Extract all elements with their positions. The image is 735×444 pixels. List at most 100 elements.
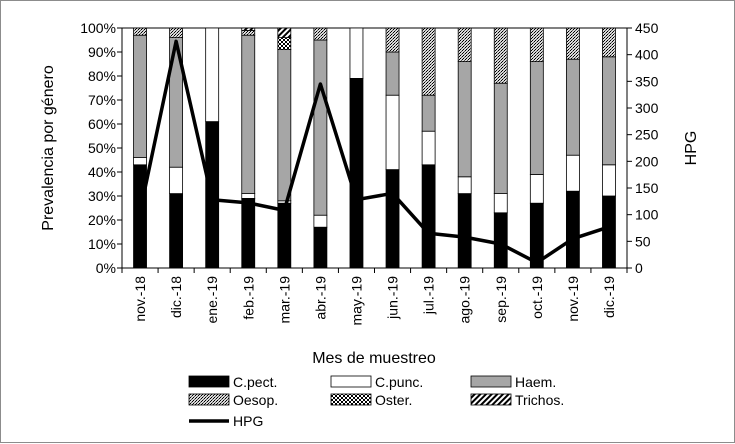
bar-haem-9	[457, 61, 472, 178]
bar-trichos-4	[277, 27, 292, 39]
bar-cpect-13	[602, 195, 616, 269]
bars-layer	[133, 27, 616, 269]
y2-tick-label: 0	[635, 260, 643, 276]
y2-tick-label: 300	[635, 100, 659, 116]
bar-oesop-12	[565, 27, 580, 60]
y-tick-label: 10%	[88, 236, 116, 252]
y-tick-label: 70%	[88, 92, 116, 108]
bar-cpunc-11	[529, 173, 544, 204]
y-tick-label: 80%	[88, 68, 116, 84]
bar-cpect-9	[457, 193, 472, 269]
bar-cpect-1	[169, 193, 184, 269]
legend-label: HPG	[233, 413, 263, 429]
y2-tick-label: 450	[635, 20, 659, 36]
y2-axis-title: HPG	[683, 131, 700, 166]
bar-cpect-7	[385, 169, 400, 269]
bar-oesop-11	[529, 27, 544, 62]
bar-haem-4	[277, 49, 292, 202]
legend-label: Trichos.	[515, 392, 564, 408]
bar-cpunc-13	[602, 164, 616, 197]
bar-oesop-1	[169, 27, 184, 39]
y-tick-label: 0%	[96, 260, 116, 276]
bar-cpunc-1	[169, 166, 184, 194]
bar-cpunc-2	[205, 27, 220, 122]
y2-tick-label: 150	[635, 180, 659, 196]
x-tick-label: feb.-19	[240, 276, 256, 320]
bar-oesop-3	[241, 29, 256, 36]
bar-cpunc-0	[133, 157, 147, 166]
legend-swatch	[188, 375, 230, 388]
hpg-line-layer	[138, 39, 610, 265]
x-tick-label: jul.-19	[421, 276, 437, 315]
legend-swatch	[188, 393, 230, 406]
bar-cpunc-6	[349, 27, 364, 79]
bar-haem-12	[565, 58, 580, 156]
axes-layer: 0% 10% 20% 30% 40% 50% 60% 70% 80% 90% 100% 0 50 100 1…	[80, 20, 658, 326]
bar-cpect-3	[241, 197, 256, 269]
bar-cpunc-3	[241, 193, 256, 199]
bar-cpect-4	[277, 202, 292, 269]
y-tick-label: 90%	[88, 44, 116, 60]
y2-tick-label: 350	[635, 73, 659, 89]
x-tick-label: abr.-19	[312, 276, 328, 320]
x-axis-title: Mes de muestreo	[312, 350, 436, 367]
bar-haem-10	[493, 82, 508, 194]
plot-area	[121, 27, 628, 269]
x-tick-label: nov.-19	[565, 276, 581, 322]
bar-oesop-8	[421, 27, 436, 96]
bar-cpect-0	[133, 164, 147, 269]
bar-haem-8	[421, 94, 436, 132]
y-tick-label: 40%	[88, 164, 116, 180]
y-tick-label: 20%	[88, 212, 116, 228]
x-tick-label: ago.-19	[457, 276, 473, 324]
y-axis-title: Prevalencia por género	[40, 65, 57, 231]
x-tick-label: nov.-18	[132, 276, 148, 322]
bar-oesop-0	[133, 27, 147, 36]
bar-cpect-6	[349, 78, 364, 269]
bar-oesop-5	[313, 27, 328, 41]
legend-swatch	[470, 375, 512, 388]
legend-swatch	[470, 393, 512, 406]
y-tick-label: 100%	[80, 20, 116, 36]
x-tick-label: jun.-19	[385, 276, 401, 320]
bar-haem-3	[241, 34, 256, 194]
x-tick-label: mar.-19	[276, 276, 292, 324]
y-tick-label: 60%	[88, 116, 116, 132]
bar-cpect-8	[421, 164, 436, 269]
y2-tick-label: 400	[635, 47, 659, 63]
bar-haem-7	[385, 51, 400, 96]
legend-label: C.pect.	[233, 374, 277, 390]
bar-cpect-12	[565, 190, 580, 269]
legend-label: Haem.	[515, 374, 556, 390]
bar-oesop-9	[457, 27, 472, 62]
y2-tick-label: 250	[635, 127, 659, 143]
x-tick-label: sep.-19	[493, 276, 509, 323]
bar-cpunc-12	[565, 154, 580, 192]
bar-haem-13	[602, 56, 616, 166]
y2-tick-label: 100	[635, 207, 659, 223]
y-tick-label: 50%	[88, 140, 116, 156]
bar-cpect-10	[493, 212, 508, 269]
bar-trichos-3	[241, 27, 256, 31]
bar-oesop-7	[385, 27, 400, 53]
bar-cpect-5	[313, 226, 328, 269]
hpg-line	[138, 39, 610, 265]
bar-cpunc-5	[313, 214, 328, 228]
y-tick-label: 30%	[88, 188, 116, 204]
x-tick-label: dic.-18	[168, 276, 184, 318]
legend-label: Oster.	[375, 392, 412, 408]
bar-haem-11	[529, 61, 544, 175]
x-tick-label: may.-19	[348, 276, 364, 326]
bar-haem-0	[133, 34, 147, 159]
x-tick-label: ene.-19	[204, 276, 220, 324]
bar-cpunc-10	[493, 193, 508, 214]
legend-swatch	[330, 393, 372, 406]
x-tick-label: oct.-19	[529, 276, 545, 319]
y2-tick-label: 50	[635, 233, 651, 249]
bar-oster-4	[277, 37, 292, 50]
bar-cpunc-8	[421, 130, 436, 166]
bar-oesop-10	[493, 27, 508, 84]
y2-tick-label: 200	[635, 153, 659, 169]
